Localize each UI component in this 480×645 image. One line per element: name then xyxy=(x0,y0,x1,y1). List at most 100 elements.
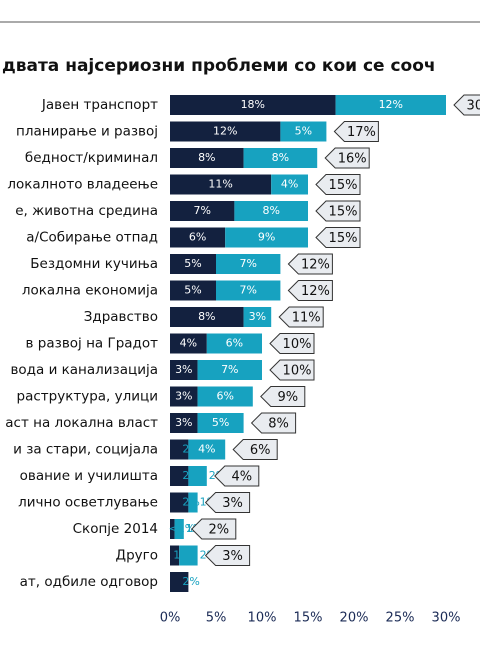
category-label: локална економија xyxy=(22,283,158,299)
bar-segment xyxy=(170,545,180,566)
value-label: 4% xyxy=(180,337,197,350)
bar-segment xyxy=(170,466,189,486)
bar-segment xyxy=(271,174,308,195)
category-label: Јавен транспорт xyxy=(41,97,158,113)
bar-segment xyxy=(170,280,216,301)
bar-segment xyxy=(170,174,272,195)
category-label: раструктура, улици xyxy=(17,389,158,405)
value-label: 7% xyxy=(239,284,256,297)
x-tick-label: 25% xyxy=(386,611,415,626)
total-label: 16% xyxy=(338,152,367,167)
x-tick-label: 0% xyxy=(160,611,181,626)
bar-segment xyxy=(170,413,198,433)
total-callout xyxy=(453,94,480,116)
total-callout xyxy=(232,439,278,460)
value-label: 5% xyxy=(212,416,229,429)
value-label: 18% xyxy=(241,98,265,111)
bar-segment xyxy=(188,492,198,513)
category-label: и за стари, социјала xyxy=(13,442,158,458)
total-label: 9% xyxy=(277,390,298,405)
value-label: 3% xyxy=(175,390,192,403)
category-label: а/Собирање отпад xyxy=(26,230,158,246)
total-callout xyxy=(333,121,379,142)
bar-segment xyxy=(197,360,262,380)
category-label: планирање и развој xyxy=(16,124,158,140)
bar-segment xyxy=(170,121,281,142)
value-label: 6% xyxy=(216,390,233,403)
bar-segment xyxy=(234,201,308,221)
bar-segment xyxy=(170,148,244,168)
total-callout xyxy=(315,200,361,222)
bar-segment xyxy=(197,386,253,407)
bar-segment xyxy=(216,254,281,274)
value-label: 8% xyxy=(198,310,215,323)
value-label: 5% xyxy=(184,284,201,297)
category-label: Скопје 2014 xyxy=(73,521,158,537)
category-label: Друго xyxy=(116,548,158,564)
value-label: 3% xyxy=(175,416,192,429)
value-label: 3% xyxy=(175,363,192,376)
total-callout xyxy=(260,386,306,407)
total-label: 12% xyxy=(301,284,330,299)
category-label: ование и училишта xyxy=(20,468,158,484)
x-tick-label: 10% xyxy=(248,611,277,626)
x-tick-label: 30% xyxy=(432,611,461,626)
bar-segment xyxy=(170,360,198,380)
bar-segment xyxy=(170,95,336,115)
bar-segment xyxy=(225,227,308,248)
total-callout xyxy=(287,280,333,301)
bar-segment xyxy=(174,519,184,539)
total-callout xyxy=(324,147,370,169)
bar-segment xyxy=(197,413,244,433)
category-label: в развој на Градот xyxy=(26,336,159,352)
category-label: Бездомни кучиња xyxy=(30,256,158,272)
value-label: 7% xyxy=(221,363,238,376)
bar-segment xyxy=(335,95,446,115)
category-label: ат, одбиле одговор xyxy=(20,574,158,590)
total-label: 8% xyxy=(268,417,289,432)
value-label: 8% xyxy=(198,151,215,164)
bar-segment xyxy=(170,492,189,513)
x-tick-label: 20% xyxy=(340,611,369,626)
total-label: 6% xyxy=(250,443,271,458)
total-label: 3% xyxy=(222,496,243,511)
bar-segment xyxy=(170,386,198,407)
total-callout xyxy=(204,492,251,513)
value-label: 3% xyxy=(249,310,266,323)
total-callout xyxy=(315,174,361,195)
plot: двата најсериозни проблеми со кои се соо… xyxy=(2,56,480,626)
value-label: 5% xyxy=(295,125,312,138)
value-label: 8% xyxy=(272,151,289,164)
value-label: 5% xyxy=(184,257,201,270)
value-label: 7% xyxy=(239,257,256,270)
total-callout xyxy=(214,465,260,487)
bar-segment xyxy=(188,466,207,486)
category-label: аст на локална власт xyxy=(5,415,158,431)
chart-title: двата најсериозни проблеми со кои се соо… xyxy=(2,56,436,76)
total-label: 12% xyxy=(301,258,330,273)
bar-segment xyxy=(170,227,226,248)
total-label: 10% xyxy=(283,337,312,352)
total-label: 2% xyxy=(208,523,229,538)
total-label: 11% xyxy=(292,311,321,326)
category-label: лично осветлување xyxy=(18,495,158,511)
category-label: е, животна средина xyxy=(15,203,158,219)
value-label: 4% xyxy=(198,443,215,456)
value-label: 6% xyxy=(226,337,243,350)
total-label: 30% xyxy=(467,99,480,114)
total-callout xyxy=(278,306,324,328)
value-label: 11% xyxy=(208,178,232,191)
value-label: 12% xyxy=(379,98,403,111)
total-callout xyxy=(269,333,315,354)
category-label: бедност/криминал xyxy=(25,150,158,166)
bar-segment xyxy=(170,333,207,354)
value-label: 8% xyxy=(262,204,279,217)
category-label: локалното владеење xyxy=(7,177,158,193)
bar-segment xyxy=(170,201,235,221)
total-label: 15% xyxy=(329,205,358,220)
x-tick-label: 5% xyxy=(206,611,227,626)
value-label: 12% xyxy=(213,125,237,138)
total-label: 4% xyxy=(231,470,252,485)
total-callout xyxy=(315,227,361,248)
